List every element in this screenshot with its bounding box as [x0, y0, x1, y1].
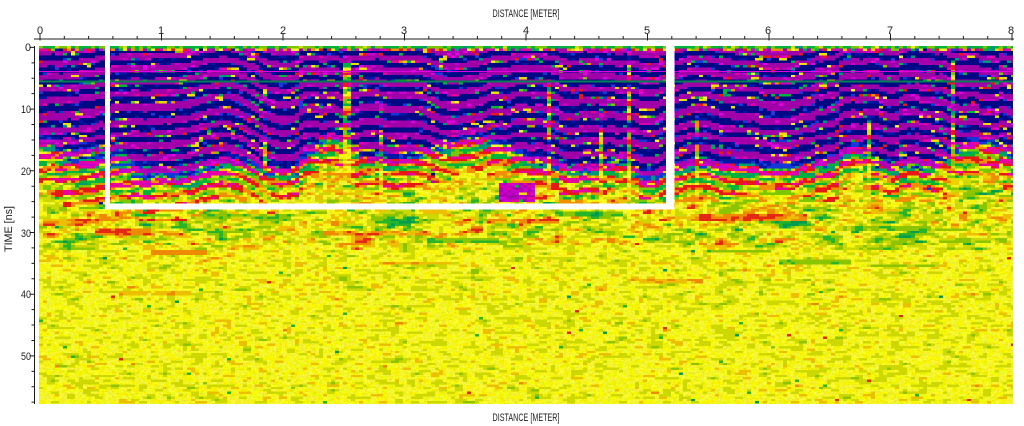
svg-text:2: 2 — [280, 25, 286, 37]
svg-text:1: 1 — [158, 25, 164, 37]
svg-text:DISTANCE [METER]: DISTANCE [METER] — [493, 412, 560, 424]
svg-text:3: 3 — [401, 25, 407, 37]
svg-text:7: 7 — [887, 25, 893, 37]
svg-text:30: 30 — [21, 228, 31, 240]
svg-text:10: 10 — [21, 104, 31, 116]
svg-text:40: 40 — [21, 289, 31, 301]
svg-text:5: 5 — [644, 25, 650, 37]
svg-text:0: 0 — [37, 25, 43, 37]
svg-text:TIME [ns]: TIME [ns] — [3, 206, 15, 252]
svg-text:DISTANCE [METER]: DISTANCE [METER] — [493, 8, 560, 20]
svg-text:8: 8 — [1008, 25, 1014, 37]
svg-text:4: 4 — [523, 25, 529, 37]
svg-text:6: 6 — [765, 25, 771, 37]
svg-text:20: 20 — [21, 166, 31, 178]
svg-text:50: 50 — [21, 351, 31, 363]
svg-text:0: 0 — [25, 42, 31, 54]
